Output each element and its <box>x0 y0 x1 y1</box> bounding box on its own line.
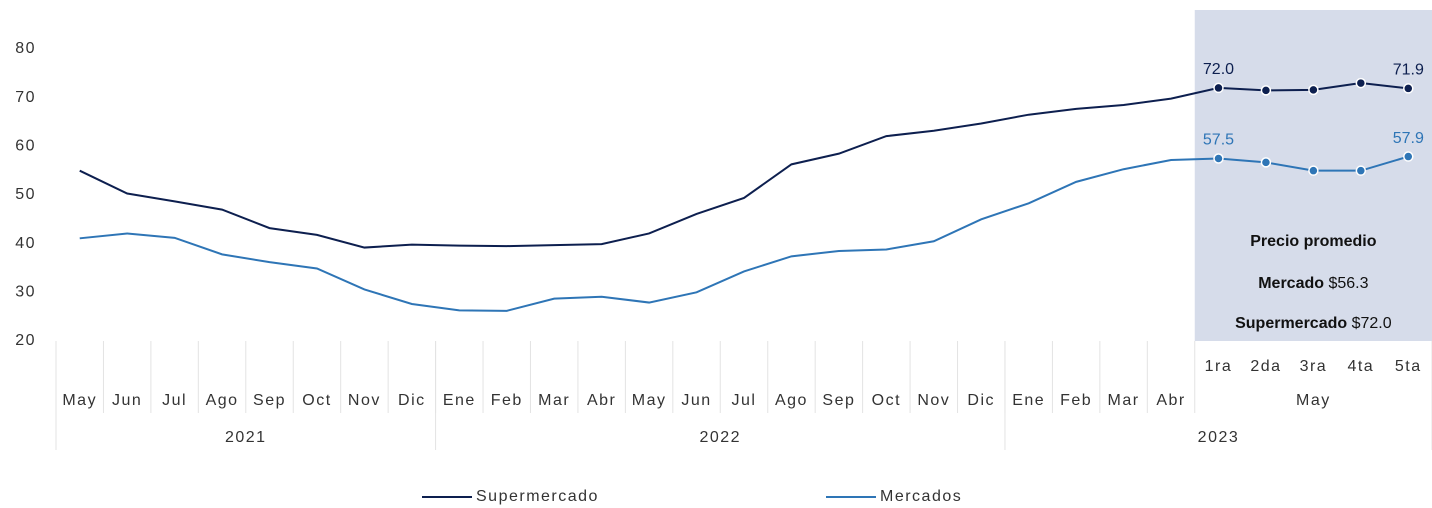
x-tick-label: Mar <box>1108 392 1140 409</box>
x-tick-label: Nov <box>917 392 950 409</box>
x-tick-label: Nov <box>348 392 381 409</box>
group-label: 2021 <box>225 429 267 446</box>
annotation-title: Precio promedio <box>1250 233 1376 250</box>
group-label: 2023 <box>1198 429 1240 446</box>
point-marker <box>1260 85 1272 96</box>
annotation-line: Supermercado $72.0 <box>1235 315 1392 332</box>
point-marker <box>1308 165 1319 176</box>
y-tick-label: 50 <box>15 186 36 203</box>
x-tick-label: Dic <box>398 392 426 409</box>
group-label: 2022 <box>699 429 741 446</box>
y-tick-label: 70 <box>15 89 36 106</box>
annotation-value: $72.0 <box>1352 315 1392 332</box>
x-tick-label: Abr <box>587 392 616 409</box>
x-tick-label: Ene <box>443 392 476 409</box>
annotation-label: Mercado <box>1258 275 1324 292</box>
series-line <box>79 82 1409 249</box>
y-tick-label: 20 <box>15 332 36 349</box>
x-tick-label: Dic <box>967 392 995 409</box>
point-marker <box>1403 83 1414 94</box>
point-marker <box>1403 151 1414 162</box>
subgroup-label: May <box>1296 392 1331 409</box>
x-tick-label: 3ra <box>1300 358 1328 375</box>
legend-label: Mercados <box>880 488 962 505</box>
series-line <box>79 155 1409 312</box>
x-tick-label: Sep <box>253 392 286 409</box>
y-tick-label: 30 <box>15 284 36 301</box>
x-tick-label: 5ta <box>1395 358 1422 375</box>
point-marker <box>1308 84 1319 96</box>
point-marker <box>1260 157 1272 168</box>
x-tick-label: May <box>632 392 667 409</box>
y-tick-label: 40 <box>15 235 36 252</box>
y-tick-label: 60 <box>15 138 36 155</box>
point-marker <box>1355 77 1367 89</box>
data-label: 71.9 <box>1393 62 1424 79</box>
x-tick-label: Feb <box>491 392 523 409</box>
x-tick-label: Abr <box>1156 392 1185 409</box>
annotation-value: $56.3 <box>1328 275 1368 292</box>
x-tick-label: Jul <box>162 392 187 409</box>
x-tick-label: 1ra <box>1205 358 1233 375</box>
legend-label: Supermercado <box>476 488 599 505</box>
x-tick-label: Jul <box>732 392 757 409</box>
point-marker <box>1213 82 1224 94</box>
data-label: 57.9 <box>1393 130 1424 147</box>
x-tick-label: Ago <box>775 392 808 409</box>
x-tick-label: 4ta <box>1347 358 1374 375</box>
x-tick-label: Oct <box>872 392 901 409</box>
x-tick-label: Ene <box>1012 392 1045 409</box>
point-marker <box>1355 165 1367 176</box>
annotation-label: Supermercado <box>1235 315 1347 332</box>
x-tick-label: Ago <box>206 392 239 409</box>
x-tick-label: Mar <box>538 392 570 409</box>
x-tick-label: Sep <box>822 392 855 409</box>
x-tick-label: 2da <box>1250 358 1281 375</box>
data-label: 57.5 <box>1203 132 1234 149</box>
x-tick-label: Jun <box>681 392 711 409</box>
annotation-line: Mercado $56.3 <box>1258 275 1368 292</box>
x-tick-label: Jun <box>112 392 142 409</box>
x-tick-label: Oct <box>302 392 331 409</box>
point-marker <box>1213 153 1224 164</box>
x-tick-label: Feb <box>1060 392 1092 409</box>
data-label: 72.0 <box>1203 61 1234 78</box>
y-tick-label: 80 <box>15 40 36 57</box>
x-tick-label: May <box>62 392 97 409</box>
